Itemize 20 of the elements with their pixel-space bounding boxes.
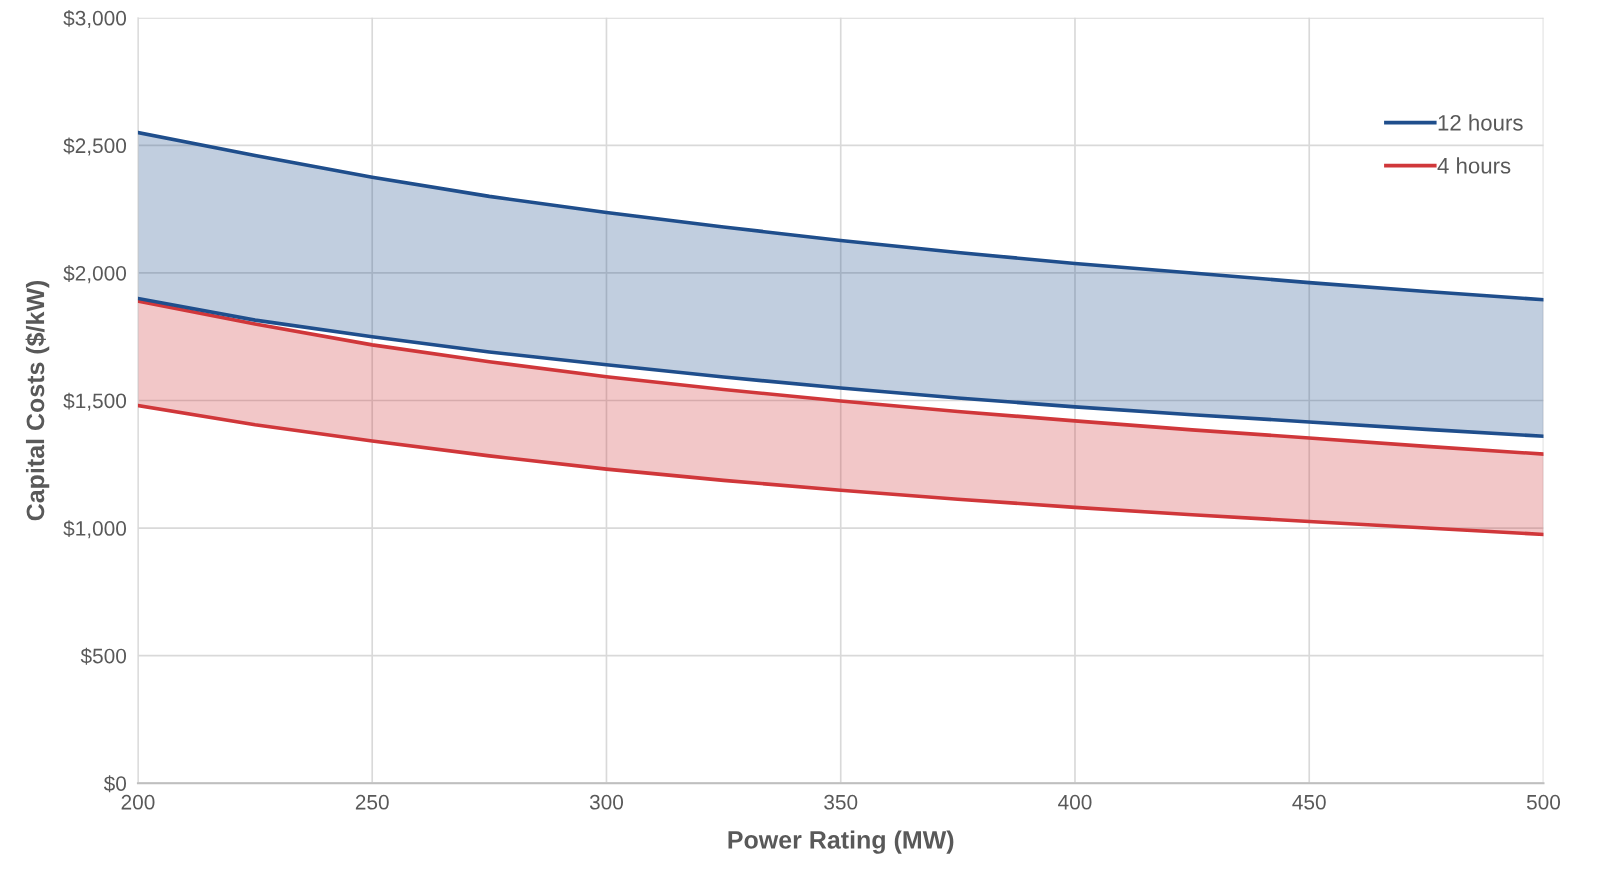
x-tick-label: 250 (355, 794, 389, 810)
x-tick-label: 200 (121, 794, 155, 810)
line-series (137, 403, 1544, 537)
x-tick-label: 350 (824, 794, 858, 810)
y-axis-title: Capital Costs ($/kW) (25, 280, 50, 521)
x-tick-label: 500 (1526, 794, 1561, 810)
y-tick-label: $2,000 (63, 265, 127, 284)
x-tick-label: 450 (1292, 794, 1326, 810)
line-series (137, 130, 1544, 302)
x-tick-label: 300 (589, 794, 624, 810)
y-tick-label: $1,500 (63, 392, 127, 411)
x-tick-label: 400 (1058, 794, 1092, 810)
y-tick-label: $3,000 (63, 9, 127, 29)
y-tick-label: $0 (103, 775, 127, 793)
legend-label: 12 hours (1438, 114, 1523, 131)
legend-label: 4 hours (1437, 157, 1511, 174)
y-tick-label: $500 (80, 647, 127, 665)
y-tick-label: $2,500 (63, 137, 127, 156)
x-axis-title: Power Rating (MW) (728, 830, 954, 854)
y-tick-label: $1,000 (63, 520, 127, 539)
